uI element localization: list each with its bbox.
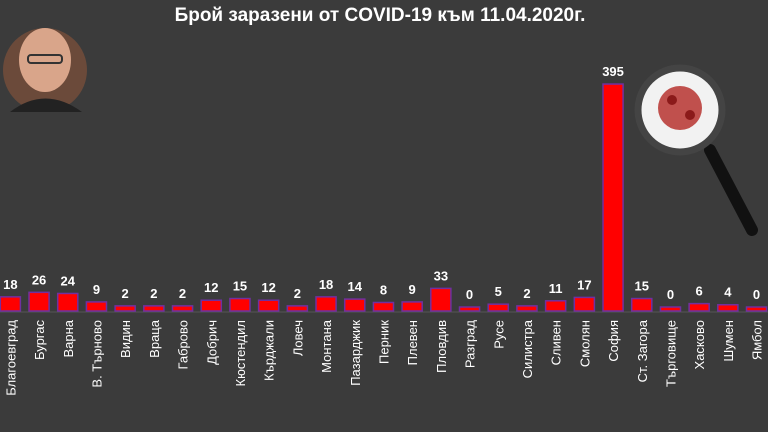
x-tick-label: Кърджали xyxy=(262,320,277,381)
x-tick-label: Перник xyxy=(376,320,391,364)
bar xyxy=(688,302,710,312)
x-tick-label: В. Търново xyxy=(89,320,104,388)
bar xyxy=(630,297,653,312)
value-label: 15 xyxy=(635,279,649,294)
value-label: 2 xyxy=(523,286,530,301)
bar xyxy=(315,296,337,312)
x-tick-label: Добрич xyxy=(204,320,219,365)
x-tick-label: София xyxy=(606,320,621,362)
x-tick-label: Бургас xyxy=(32,320,47,361)
virus-magnifier xyxy=(634,64,758,236)
value-label: 2 xyxy=(150,286,157,301)
bar xyxy=(286,305,309,312)
x-tick-label: Плевен xyxy=(405,320,420,365)
value-label: 15 xyxy=(233,279,247,294)
bar xyxy=(56,292,79,312)
value-label: 0 xyxy=(466,287,473,302)
x-tick-label: Благоевград xyxy=(3,320,18,396)
chart-title: Брой заразени от COVID-19 към 11.04.2020… xyxy=(175,5,586,26)
x-tick-label: Пловдив xyxy=(434,320,449,373)
value-label: 33 xyxy=(434,268,448,283)
x-tick-label: Монтана xyxy=(319,319,334,373)
x-tick-label: Ямбол xyxy=(750,320,765,360)
value-label: 11 xyxy=(549,281,563,296)
x-tick-label: Габрово xyxy=(176,320,191,369)
bar xyxy=(717,303,739,312)
bar xyxy=(745,306,768,312)
bar xyxy=(28,291,50,312)
x-tick-label: Ст. Загора xyxy=(635,319,650,382)
bar xyxy=(0,296,22,312)
value-label: 9 xyxy=(93,282,100,297)
bar xyxy=(85,301,108,312)
bar xyxy=(487,303,510,312)
x-tick-label: Смолян xyxy=(577,320,592,367)
bar xyxy=(114,305,136,312)
portrait xyxy=(3,28,87,112)
x-tick-label: Ловеч xyxy=(290,320,305,356)
bar xyxy=(544,300,567,312)
x-tick-label: Русе xyxy=(491,320,506,349)
value-label: 395 xyxy=(602,64,624,79)
bar xyxy=(458,306,481,312)
x-tick-label: Силистра xyxy=(520,319,535,378)
bar xyxy=(200,299,223,312)
value-label: 18 xyxy=(3,277,17,292)
value-label: 2 xyxy=(294,286,301,301)
value-label: 0 xyxy=(753,287,760,302)
value-label: 26 xyxy=(32,272,46,287)
value-label: 12 xyxy=(261,280,275,295)
x-tick-label: Враца xyxy=(147,319,162,358)
bar xyxy=(257,299,280,312)
value-label: 18 xyxy=(319,277,333,292)
bar xyxy=(229,297,251,312)
value-label: 12 xyxy=(204,280,218,295)
bar xyxy=(602,83,624,312)
bar xyxy=(343,298,366,312)
value-label: 6 xyxy=(696,284,703,299)
bar xyxy=(516,305,538,312)
bar xyxy=(573,296,596,312)
x-tick-label: Варна xyxy=(61,319,76,357)
x-tick-label: Пазарджик xyxy=(348,320,363,386)
value-label: 8 xyxy=(380,282,387,297)
value-label: 4 xyxy=(724,285,732,300)
value-label: 0 xyxy=(667,287,674,302)
value-label: 17 xyxy=(577,277,591,292)
bar xyxy=(430,287,452,312)
value-label: 9 xyxy=(409,282,416,297)
bar xyxy=(401,301,423,312)
value-label: 14 xyxy=(348,279,363,294)
x-tick-label: Разград xyxy=(463,320,478,368)
x-tick-label: Видин xyxy=(118,320,133,358)
bar xyxy=(143,305,165,312)
value-label: 2 xyxy=(179,286,186,301)
value-label: 5 xyxy=(495,284,502,299)
x-tick-label: Кюстендил xyxy=(233,320,248,386)
x-tick-label: Шумен xyxy=(721,320,736,362)
value-label: 24 xyxy=(61,273,76,288)
bar xyxy=(372,301,395,312)
x-tick-label: Сливен xyxy=(549,320,564,365)
bar xyxy=(659,306,682,312)
value-label: 2 xyxy=(122,286,129,301)
bar xyxy=(171,305,194,312)
x-tick-label: Търговище xyxy=(663,320,678,387)
x-tick-label: Хасково xyxy=(692,320,707,369)
